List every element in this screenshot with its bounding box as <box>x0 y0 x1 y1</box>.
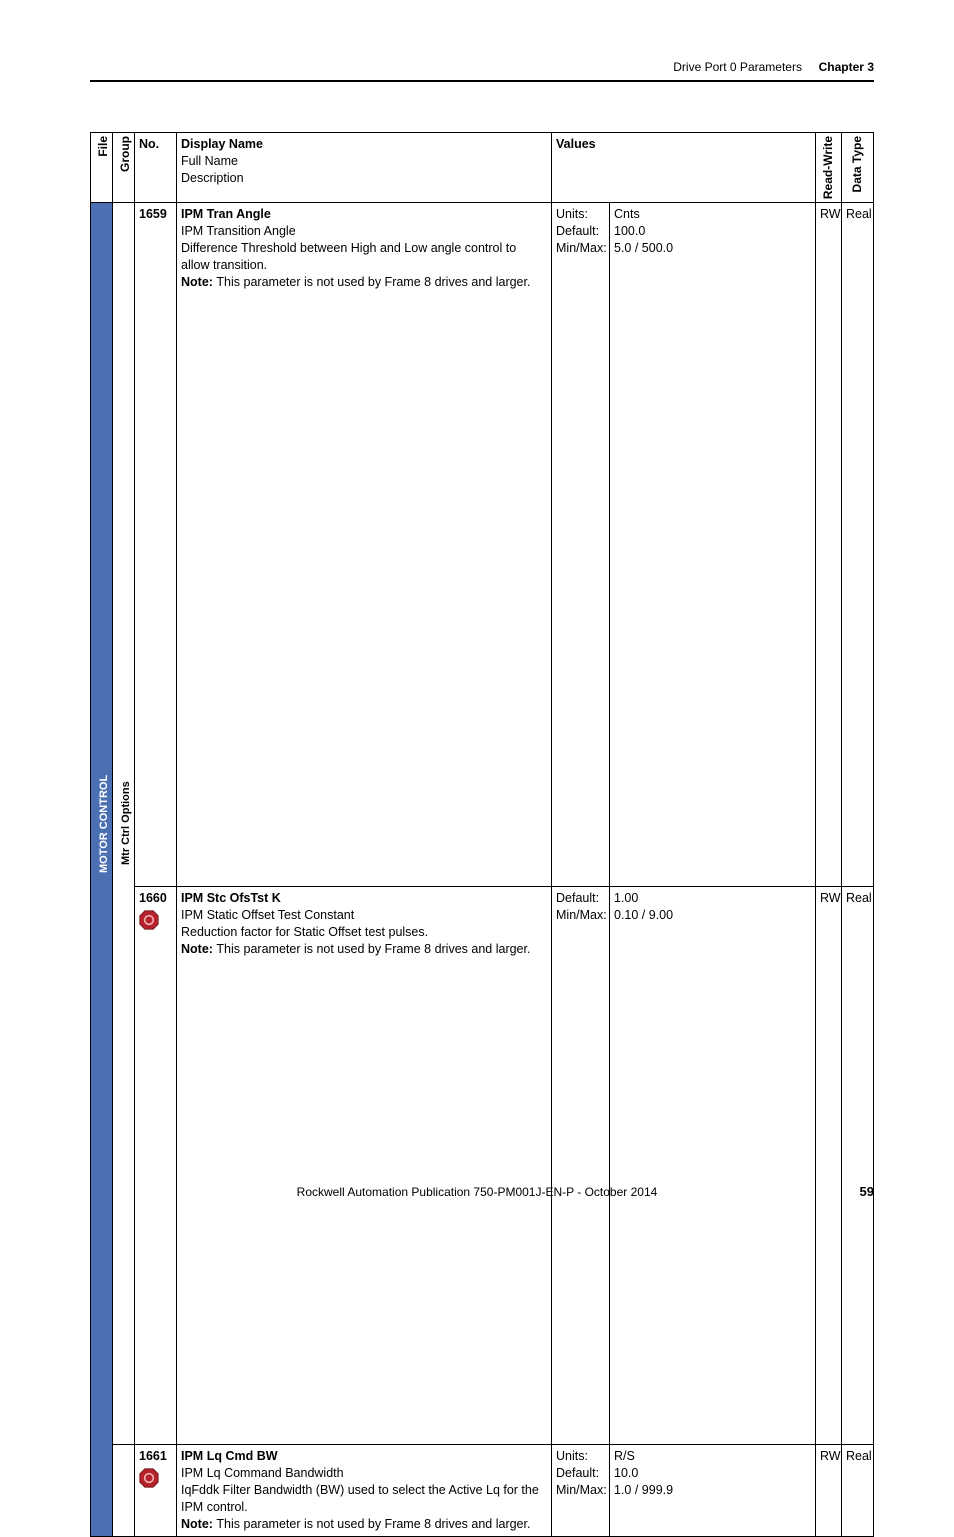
full-name: IPM Static Offset Test Constant <box>181 907 547 924</box>
full-name: IPM Transition Angle <box>181 223 547 240</box>
col-header-rw: Read-Write <box>816 133 842 203</box>
rw-cell: RW <box>816 1445 842 1536</box>
col-header-no: No. <box>135 133 177 203</box>
page-header: Drive Port 0 Parameters Chapter 3 <box>90 60 874 82</box>
param-desc-cell: IPM Lq Cmd BW IPM Lq Command Bandwidth I… <box>177 1445 552 1536</box>
file-cell: MOTOR CONTROL <box>91 203 113 1536</box>
value-labels: Default: Min/Max: <box>552 887 610 1445</box>
description: Difference Threshold between High and Lo… <box>181 240 547 274</box>
table-row: 1661 IPM Lq Cmd BW IPM Lq Command Bandwi… <box>91 1445 874 1536</box>
display-name: IPM Lq Cmd BW <box>181 1448 547 1465</box>
display-name: IPM Stc OfsTst K <box>181 890 547 907</box>
value-values: Cnts 100.0 5.0 / 500.0 <box>610 203 816 887</box>
col-header-values: Values <box>552 133 816 203</box>
rw-cell: RW <box>816 887 842 1445</box>
description: Reduction factor for Static Offset test … <box>181 924 547 941</box>
table-row: MOTOR CONTROL Mtr Ctrl Options 1659 IPM … <box>91 203 874 887</box>
value-labels: Units: Default: Min/Max: <box>552 203 610 887</box>
full-name: IPM Lq Command Bandwidth <box>181 1465 547 1482</box>
value-values: R/S 10.0 1.0 / 999.9 <box>610 1445 816 1536</box>
param-no: 1660 <box>135 887 177 1445</box>
dtype-cell: Real <box>842 1445 874 1536</box>
value-values: 1.00 0.10 / 9.00 <box>610 887 816 1445</box>
parameter-table: File Group No. Display Name Full Name De… <box>90 132 874 1537</box>
value-labels: Units: Default: Min/Max: <box>552 1445 610 1536</box>
group-cell-empty <box>113 1445 135 1536</box>
description: IqFddk Filter Bandwidth (BW) used to sel… <box>181 1482 547 1516</box>
col-header-display: Display Name Full Name Description <box>177 133 552 203</box>
stop-icon <box>139 910 159 930</box>
group-cell: Mtr Ctrl Options <box>113 203 135 1445</box>
note: Note: This parameter is not used by Fram… <box>181 274 547 291</box>
rw-cell: RW <box>816 203 842 887</box>
col-header-file: File <box>91 133 113 203</box>
note: Note: This parameter is not used by Fram… <box>181 1516 547 1533</box>
param-desc-cell: IPM Stc OfsTst K IPM Static Offset Test … <box>177 887 552 1445</box>
stop-icon <box>139 1468 159 1488</box>
dtype-cell: Real <box>842 203 874 887</box>
note: Note: This parameter is not used by Fram… <box>181 941 547 958</box>
footer-publication: Rockwell Automation Publication 750-PM00… <box>0 1185 954 1199</box>
col-header-group: Group <box>113 133 135 203</box>
display-name: IPM Tran Angle <box>181 206 547 223</box>
param-no: 1661 <box>135 1445 177 1536</box>
dtype-cell: Real <box>842 887 874 1445</box>
footer-page-number: 59 <box>860 1184 874 1199</box>
table-row: 1660 IPM Stc OfsTst K IPM Static Offset … <box>91 887 874 1445</box>
header-section: Drive Port 0 Parameters <box>673 60 802 74</box>
col-header-dtype: Data Type <box>842 133 874 203</box>
header-chapter: Chapter 3 <box>819 60 874 74</box>
param-desc-cell: IPM Tran Angle IPM Transition Angle Diff… <box>177 203 552 887</box>
table-header-row: File Group No. Display Name Full Name De… <box>91 133 874 203</box>
param-no: 1659 <box>135 203 177 887</box>
